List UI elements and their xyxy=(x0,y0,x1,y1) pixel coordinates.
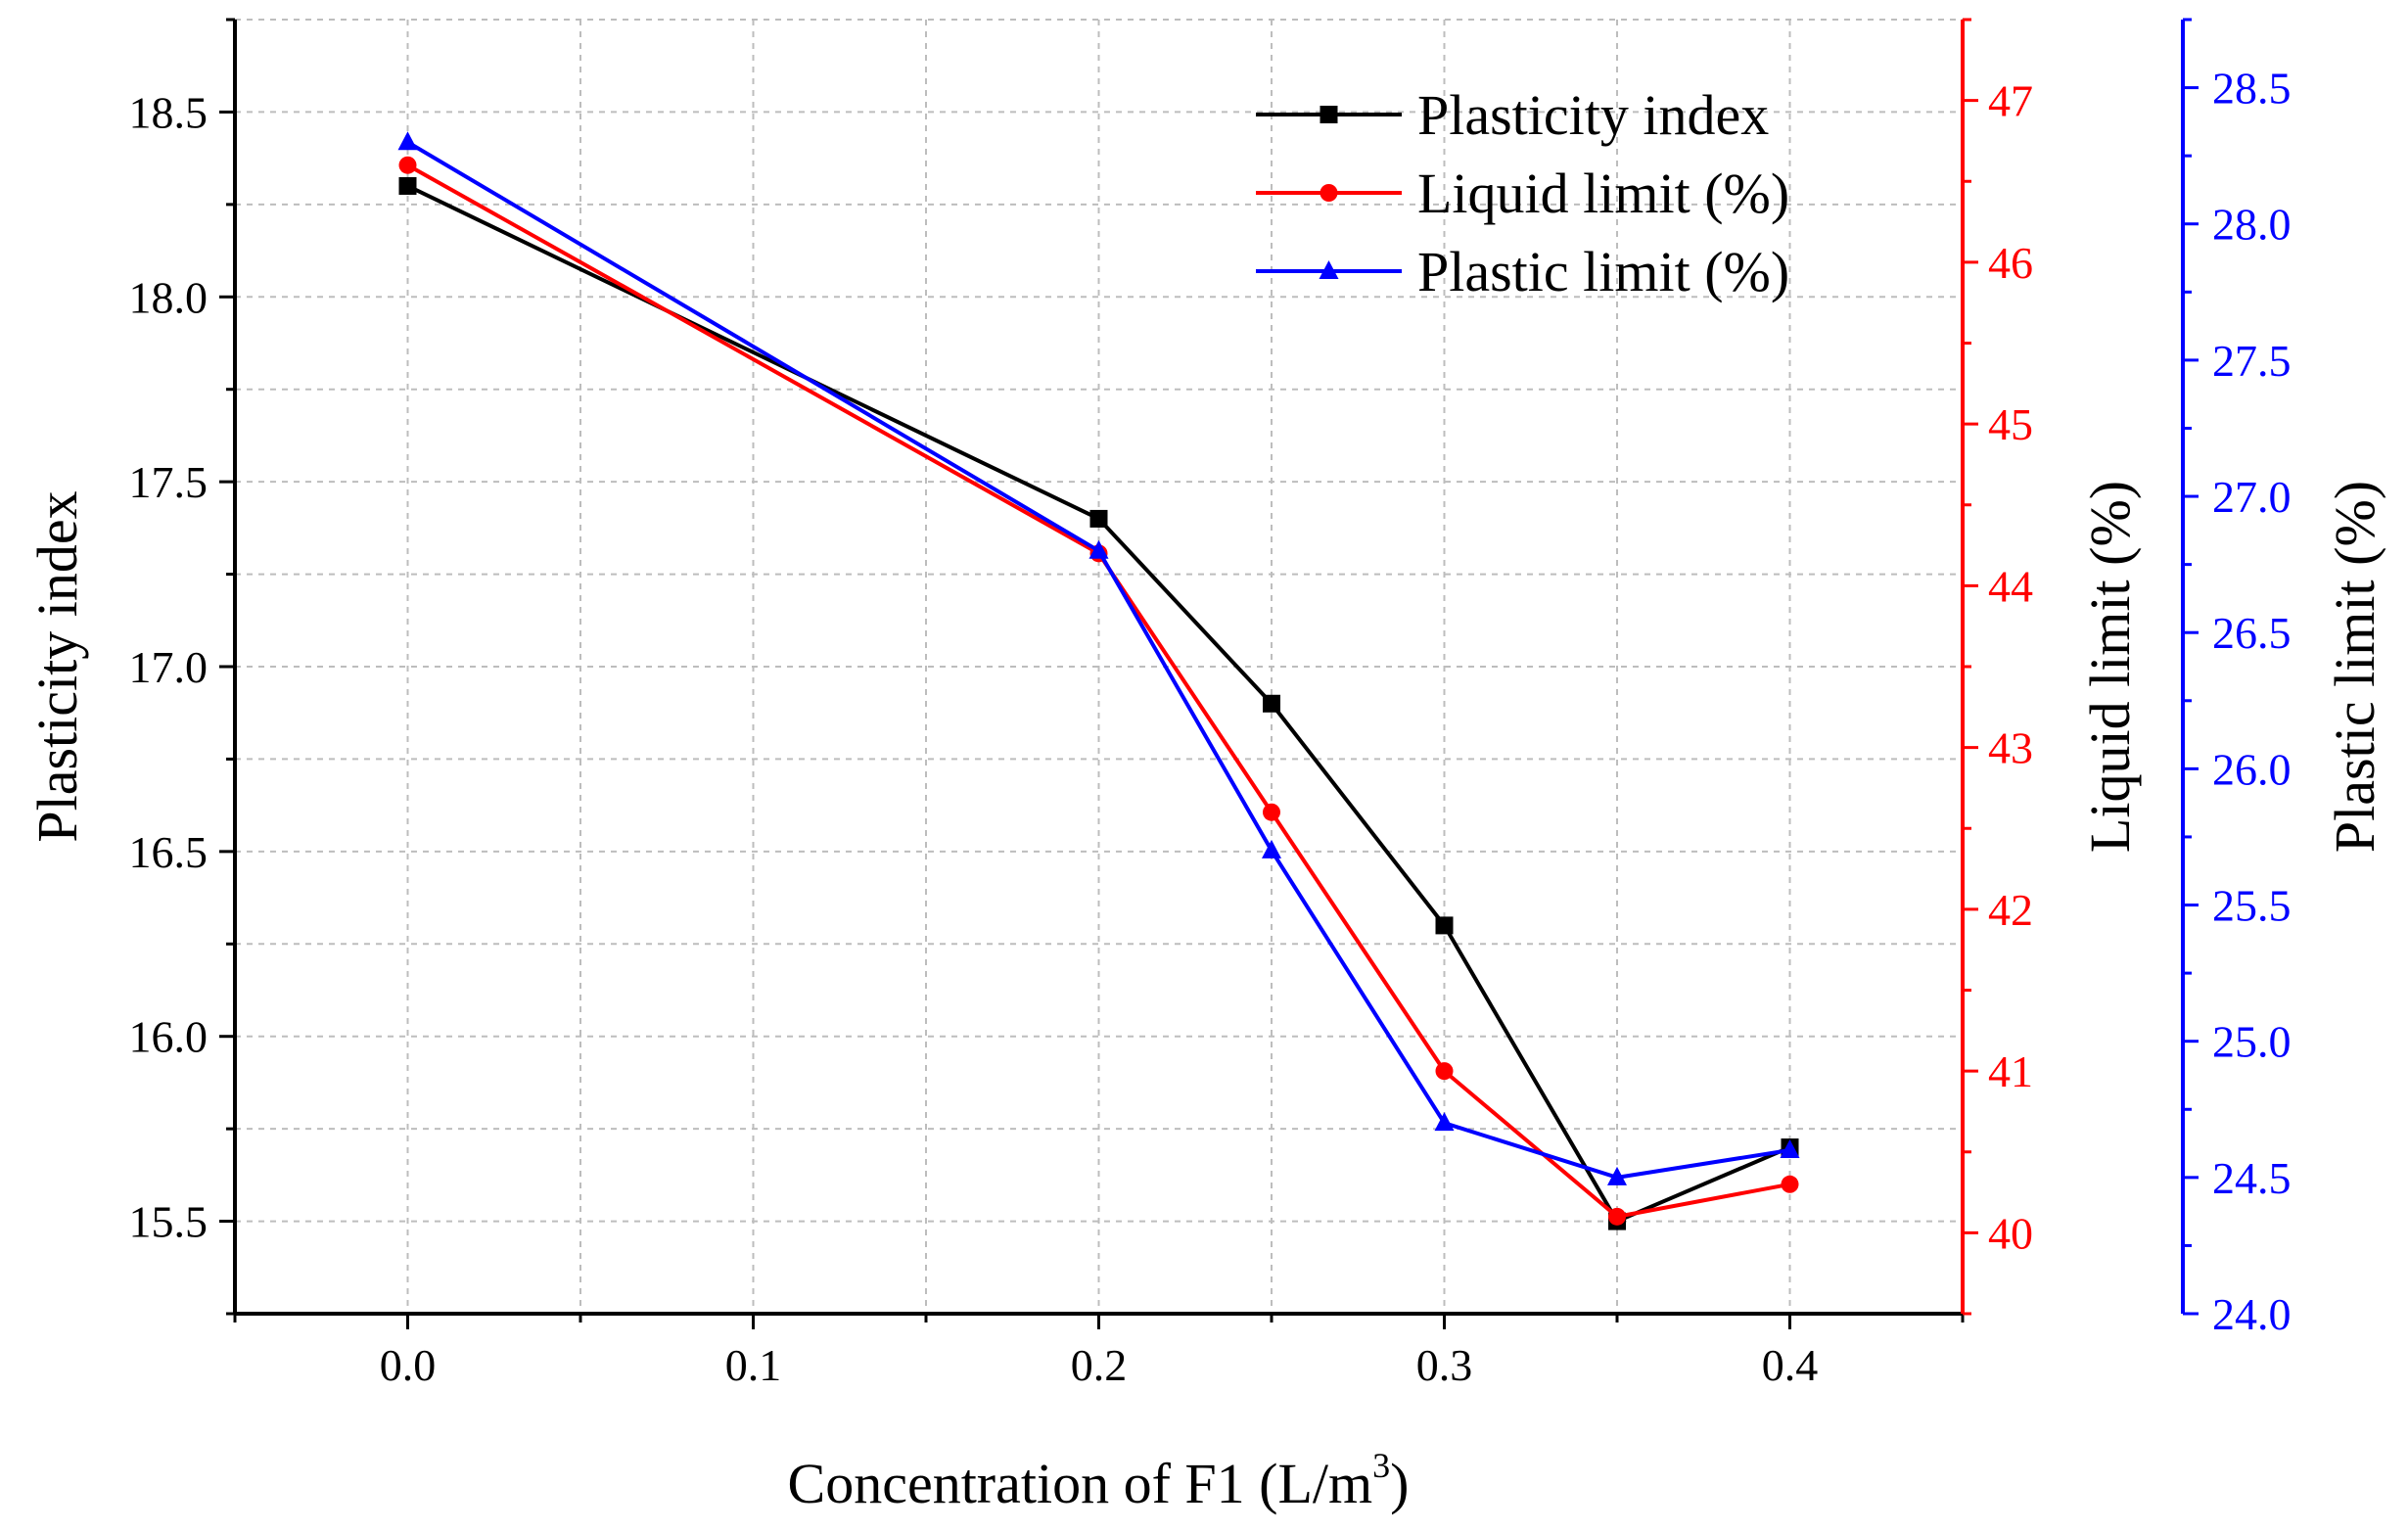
grid-layer xyxy=(234,19,1964,1315)
left-tick-label: 17.5 xyxy=(129,457,208,507)
plastic-tick-label: 28.0 xyxy=(2212,200,2292,250)
plastic-tick-label: 24.5 xyxy=(2212,1153,2292,1203)
data-point-plastic-limit xyxy=(1780,1139,1800,1159)
liquid-tick-label: 44 xyxy=(1988,561,2033,611)
right-axis-plastic-title: Plastic limit (%) xyxy=(2323,481,2386,853)
plastic-tick-label: 27.5 xyxy=(2212,336,2292,386)
x-tick-label: 0.3 xyxy=(1416,1340,1473,1390)
series-line-plastic-limit xyxy=(406,140,1790,1180)
legend-label: Plastic limit (%) xyxy=(1417,240,1789,303)
data-point-liquid-limit xyxy=(1435,1062,1454,1081)
series-layer xyxy=(397,131,1800,1230)
data-point-liquid-limit xyxy=(398,156,417,174)
data-point-plastic-limit xyxy=(1262,839,1281,858)
x-axis-title: Concentration of F1 (L/m3) xyxy=(788,1446,1410,1515)
legend-label: Plasticity index xyxy=(1417,83,1769,147)
legend-label: Liquid limit (%) xyxy=(1417,162,1789,225)
plastic-tick-label: 26.0 xyxy=(2212,744,2292,794)
liquid-tick-label: 41 xyxy=(1988,1046,2033,1096)
liquid-tick-label: 42 xyxy=(1988,885,2033,935)
x-tick-label: 0.0 xyxy=(380,1340,437,1390)
liquid-tick-label: 45 xyxy=(1988,399,2033,449)
plastic-tick-label: 28.5 xyxy=(2212,64,2292,114)
legend-item-plasticity-index: Plasticity index xyxy=(1256,83,1769,147)
ticks-layer: 0.0 0.1 0.2 0.3 0.4 15.5 16.0 16.5 17.0 17.5 18.0 1… xyxy=(129,18,2292,1390)
data-point-plastic-limit xyxy=(1088,539,1109,559)
data-point-plasticity-index xyxy=(1263,694,1280,713)
legend-swatch-marker xyxy=(1320,106,1338,123)
plastic-tick-label: 26.5 xyxy=(2212,608,2292,658)
data-point-plastic-limit xyxy=(397,131,418,151)
series-line-liquid-limit xyxy=(406,162,1790,1219)
left-tick-label: 16.0 xyxy=(129,1012,208,1062)
plastic-tick-label: 27.0 xyxy=(2212,472,2292,522)
data-point-liquid-limit xyxy=(1263,803,1280,821)
left-tick-label: 17.0 xyxy=(129,642,208,692)
x-tick-label: 0.4 xyxy=(1762,1340,1819,1390)
liquid-tick-label: 43 xyxy=(1988,723,2033,773)
data-point-plasticity-index xyxy=(398,176,417,195)
data-point-liquid-limit xyxy=(1781,1175,1799,1193)
plastic-tick-label: 25.0 xyxy=(2212,1017,2292,1067)
liquid-tick-label: 47 xyxy=(1988,76,2033,126)
data-point-plastic-limit xyxy=(1607,1166,1627,1185)
data-point-plasticity-index xyxy=(1089,509,1108,528)
liquid-tick-label: 46 xyxy=(1988,238,2033,288)
axis-titles: Concentration of F1 (L/m3) Plasticity in… xyxy=(25,481,2386,1515)
liquid-tick-label: 40 xyxy=(1988,1208,2033,1258)
legend-swatch-marker xyxy=(1319,260,1339,279)
x-tick-label: 0.1 xyxy=(725,1340,782,1390)
left-tick-label: 18.5 xyxy=(129,87,208,137)
plastic-tick-label: 24.0 xyxy=(2212,1289,2292,1339)
data-point-plasticity-index xyxy=(1435,916,1454,935)
left-axis-title: Plasticity index xyxy=(25,490,89,842)
legend-item-plastic-limit: Plastic limit (%) xyxy=(1256,240,1789,303)
legend-swatch-marker xyxy=(1320,184,1338,202)
left-tick-label: 16.5 xyxy=(129,827,208,877)
series-plastic-limit xyxy=(397,131,1800,1185)
x-tick-label: 0.2 xyxy=(1071,1340,1128,1390)
series-line-plasticity-index xyxy=(406,184,1791,1224)
legend-item-liquid-limit: Liquid limit (%) xyxy=(1256,162,1789,225)
left-tick-label: 18.0 xyxy=(129,272,208,322)
right-axis-liquid-title: Liquid limit (%) xyxy=(2078,481,2142,853)
legend: Plasticity index Liquid limit (%) Plastic … xyxy=(1256,83,1789,303)
plastic-tick-label: 25.5 xyxy=(2212,881,2292,931)
data-point-plastic-limit xyxy=(1434,1112,1455,1132)
data-point-liquid-limit xyxy=(1608,1207,1626,1226)
left-tick-label: 15.5 xyxy=(129,1197,208,1247)
